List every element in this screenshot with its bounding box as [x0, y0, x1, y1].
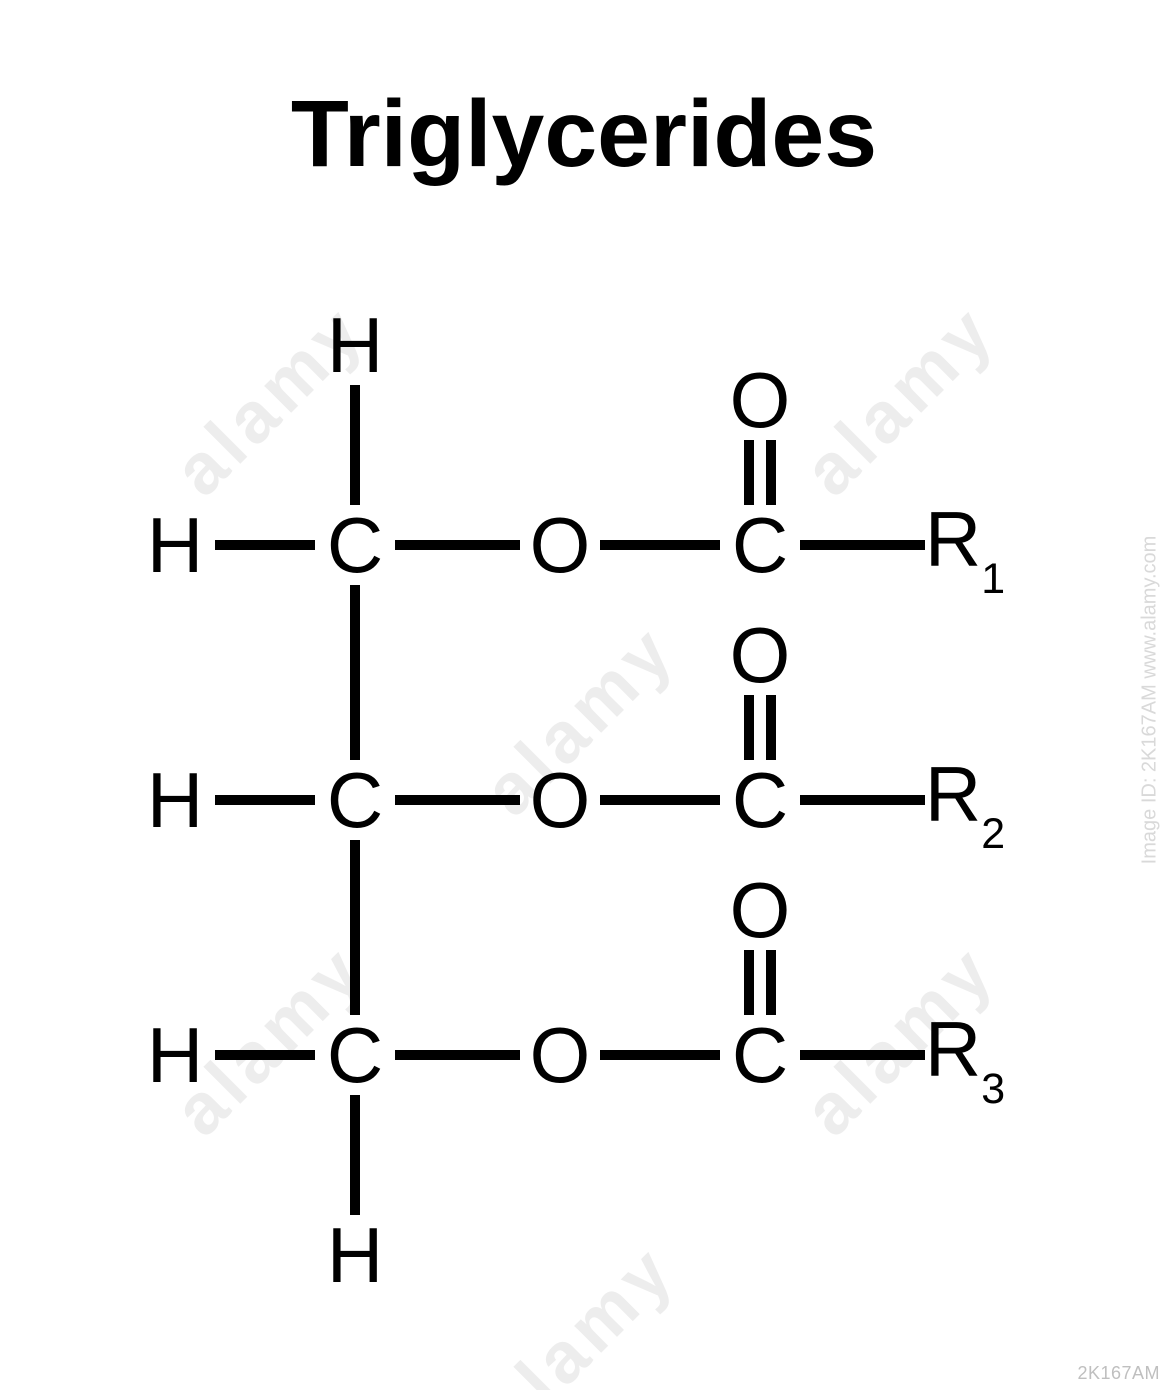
bond-Od0-Cc1: [744, 440, 754, 505]
bond-Od0-Cc1: [766, 440, 776, 505]
bond-Od1-Cc2: [766, 695, 776, 760]
atom-H_top: H: [327, 306, 383, 384]
atom-H3: H: [147, 1016, 203, 1094]
bond-Cc1-R1: [800, 540, 925, 550]
atom-Cc1: C: [732, 506, 788, 584]
atom-Od2: O: [730, 871, 791, 949]
bond-Od2-Cc3: [744, 950, 754, 1015]
atom-R1: R1: [925, 500, 1005, 591]
atom-O1: O: [530, 506, 591, 584]
atom-O3: O: [530, 1016, 591, 1094]
atom-O2: O: [530, 761, 591, 839]
bond-H1-C1: [215, 540, 315, 550]
bond-H2-C2: [215, 795, 315, 805]
bond-C3-H_bot: [350, 1095, 360, 1215]
bond-C2-C3: [350, 840, 360, 1015]
bond-H_top-C1: [350, 385, 360, 505]
atom-H2: H: [147, 761, 203, 839]
bond-Cc3-R3: [800, 1050, 925, 1060]
atom-Cc3: C: [732, 1016, 788, 1094]
atom-Od1: O: [730, 616, 791, 694]
bond-C1-O1: [395, 540, 520, 550]
atom-C3: C: [327, 1016, 383, 1094]
bond-O3-Cc3: [600, 1050, 720, 1060]
diagram-layer: Triglycerides HHCOCR1OHCOCR2OHCOCR3OH: [0, 0, 1168, 1390]
atom-H_bot: H: [327, 1216, 383, 1294]
bond-H3-C3: [215, 1050, 315, 1060]
bond-O2-Cc2: [600, 795, 720, 805]
bond-C2-O2: [395, 795, 520, 805]
bond-Cc2-R2: [800, 795, 925, 805]
atom-R2: R2: [925, 755, 1005, 846]
bond-Od2-Cc3: [766, 950, 776, 1015]
atom-Cc2: C: [732, 761, 788, 839]
atom-H1: H: [147, 506, 203, 584]
atom-C1: C: [327, 506, 383, 584]
bond-C1-C2: [350, 585, 360, 760]
bond-Od1-Cc2: [744, 695, 754, 760]
diagram-title: Triglycerides: [0, 80, 1168, 189]
atom-R3: R3: [925, 1010, 1005, 1101]
atom-Od0: O: [730, 361, 791, 439]
bond-C3-O3: [395, 1050, 520, 1060]
bond-O1-Cc1: [600, 540, 720, 550]
atom-C2: C: [327, 761, 383, 839]
